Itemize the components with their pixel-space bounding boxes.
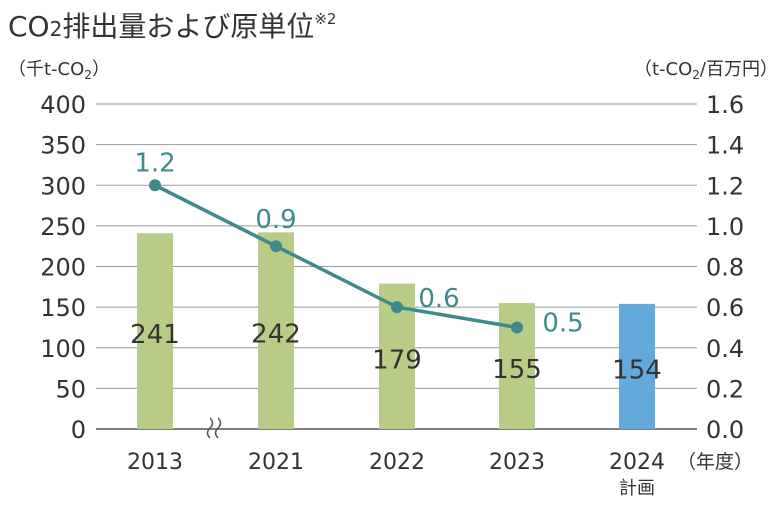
line-value-label: 1.2 — [134, 148, 175, 178]
right-tick-label: 1.4 — [706, 132, 744, 160]
right-axis-unit: （t-CO2/百万円） — [634, 59, 778, 82]
left-tick-label: 350 — [40, 132, 86, 160]
left-tick-label: 200 — [40, 254, 86, 282]
line-value-label: 0.6 — [418, 284, 459, 314]
bar-labels: 241 242 179 155 154 — [130, 320, 662, 386]
right-tick-label: 0.6 — [706, 294, 744, 322]
right-tick-label: 0.8 — [706, 254, 744, 282]
x-tick-label: 2022 — [369, 450, 425, 475]
x-tick-note: 計画 — [619, 478, 655, 499]
left-axis: 0 50 100 150 200 250 300 350 400 — [40, 91, 86, 444]
line-point — [391, 301, 403, 314]
right-axis: 0.0 0.2 0.4 0.6 0.8 1.0 1.2 1.4 1.6 — [706, 91, 744, 444]
line-point — [270, 240, 282, 253]
bar-value-label: 241 — [130, 320, 180, 350]
line-value-label: 0.9 — [255, 205, 296, 235]
right-tick-label: 0.0 — [706, 416, 744, 444]
right-tick-label: 0.4 — [706, 335, 744, 363]
bar-series — [137, 232, 655, 429]
chart-title: CO2排出量および原単位※2 — [8, 10, 336, 43]
left-tick-label: 50 — [55, 375, 86, 403]
bar — [137, 233, 173, 429]
title-note: ※2 — [314, 10, 336, 28]
title-rest: 排出量および原単位 — [62, 10, 314, 43]
right-tick-label: 1.0 — [706, 213, 744, 241]
line-path — [154, 183, 518, 330]
x-axis-unit: （年度） — [677, 451, 753, 473]
title-co: CO — [8, 10, 50, 43]
line-value-label: 0.5 — [542, 308, 583, 338]
x-tick-label: 2013 — [127, 450, 183, 475]
right-tick-label: 1.2 — [706, 172, 744, 200]
right-tick-label: 1.6 — [706, 91, 744, 119]
bar-value-label: 179 — [372, 345, 422, 375]
axis-break-mark — [206, 417, 214, 439]
gridlines — [96, 103, 697, 430]
bar — [258, 232, 294, 429]
left-axis-unit: （千t-CO2） — [8, 59, 110, 82]
axis-break-mark — [214, 417, 222, 439]
left-tick-label: 0 — [71, 416, 86, 444]
x-tick-label: 2023 — [489, 450, 545, 475]
line-series: 1.2 0.9 0.6 0.5 — [134, 148, 583, 338]
x-tick-label: 2021 — [248, 450, 304, 475]
x-tick-label: 2024 — [609, 450, 665, 475]
line-point — [511, 321, 523, 334]
line-point — [149, 179, 161, 192]
left-tick-label: 250 — [40, 213, 86, 241]
left-tick-label: 400 — [40, 91, 86, 119]
x-axis: 2013 2021 2022 2023 2024 計画 （年度） — [127, 417, 753, 499]
left-tick-label: 150 — [40, 294, 86, 322]
left-tick-label: 100 — [40, 335, 86, 363]
bar-value-label: 154 — [612, 355, 662, 385]
bar — [619, 303, 655, 429]
right-tick-label: 0.2 — [706, 375, 744, 403]
bar-value-label: 155 — [492, 355, 542, 385]
bar-value-label: 242 — [251, 320, 301, 350]
left-tick-label: 300 — [40, 172, 86, 200]
title-sub: 2 — [50, 17, 63, 41]
